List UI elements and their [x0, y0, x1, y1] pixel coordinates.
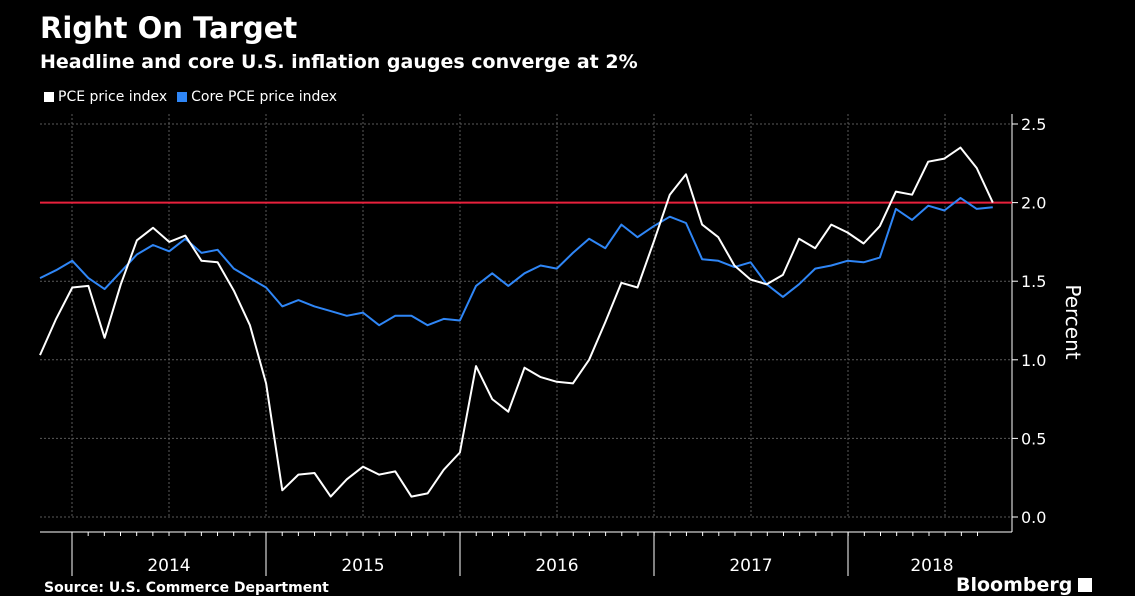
x-tick-label: 2014	[147, 556, 190, 576]
bloomberg-terminal-icon	[1078, 578, 1093, 592]
legend-label-pce: PCE price index	[58, 89, 168, 105]
y-tick-label: 0.0	[1021, 508, 1046, 527]
source-note: Source: U.S. Commerce Department	[44, 580, 329, 596]
y-tick-label: 1.0	[1021, 351, 1046, 370]
chart-title: Right On Target	[40, 11, 298, 45]
legend-item-core-pce: Core PCE price index	[177, 89, 337, 105]
y-axis-label: Percent	[1061, 284, 1085, 359]
series-line-pce	[39, 146, 994, 498]
y-tick-label: 0.5	[1021, 429, 1046, 448]
x-tick-label: 2017	[729, 556, 772, 576]
legend-swatch-core-pce	[177, 92, 188, 102]
x-tick-label: 2016	[535, 556, 578, 576]
legend: PCE price index Core PCE price index	[44, 89, 347, 105]
series-line-core-pce	[39, 196, 993, 327]
y-tick-label: 1.5	[1021, 272, 1046, 291]
brand-text: Bloomberg	[956, 574, 1073, 596]
x-tick-label: 2015	[341, 556, 384, 576]
legend-item-pce: PCE price index	[44, 89, 167, 105]
y-tick-label: 2.5	[1021, 115, 1046, 134]
bloomberg-logo: Bloomberg	[956, 574, 1093, 596]
chart-subtitle: Headline and core U.S. inflation gauges …	[40, 51, 638, 73]
x-tick-label: 2018	[910, 556, 953, 576]
y-tick-label: 2.0	[1021, 194, 1046, 213]
legend-label-core-pce: Core PCE price index	[191, 89, 338, 105]
legend-swatch-pce	[44, 92, 54, 102]
